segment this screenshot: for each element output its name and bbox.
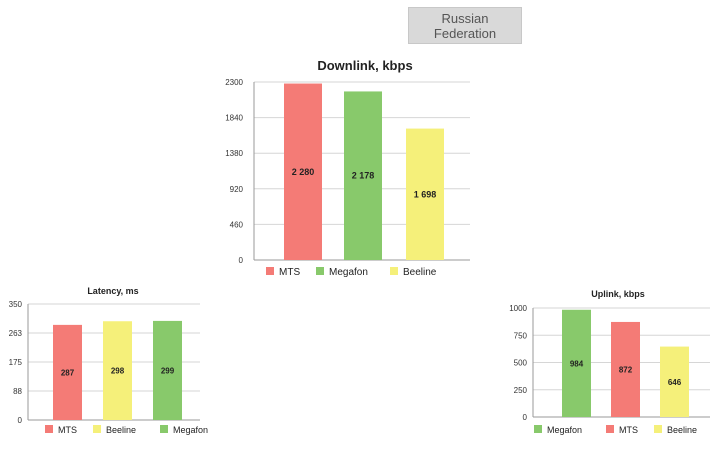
chart-title: Latency, ms [87,286,138,296]
bar-data-label: 1 698 [414,189,437,199]
legend-swatch [654,425,662,433]
y-tick-label: 350 [9,300,23,309]
region-label: Russian Federation [408,7,522,44]
bar-data-label: 2 280 [292,167,315,177]
legend-swatch [390,267,398,275]
y-tick-label: 750 [514,331,528,340]
y-tick-label: 1000 [509,304,527,313]
bar-data-label: 646 [668,378,682,387]
y-tick-label: 2300 [225,78,243,87]
y-tick-label: 1840 [225,114,243,123]
y-tick-label: 250 [514,386,528,395]
legend-swatch [45,425,53,433]
region-label-line2: Federation [433,25,497,41]
chart-title: Downlink, kbps [317,58,412,73]
legend-label: MTS [279,267,300,278]
y-tick-label: 920 [230,185,244,194]
bar-data-label: 287 [61,368,75,377]
y-tick-label: 88 [13,387,22,396]
legend-swatch [93,425,101,433]
bar [562,309,591,417]
bar [611,321,640,417]
legend-label: MTS [58,425,77,435]
y-tick-label: 0 [523,413,528,422]
bar [660,346,689,417]
legend-swatch [606,425,614,433]
legend-label: Beeline [403,267,437,278]
legend-swatch [266,267,274,275]
legend-label: Megafon [329,267,368,278]
bar-data-label: 299 [161,366,175,375]
bar [344,91,382,260]
y-tick-label: 175 [9,358,23,367]
bar [103,321,132,420]
legend-swatch [316,267,324,275]
y-tick-label: 500 [514,359,528,368]
bar-data-label: 872 [619,365,633,374]
region-label-line1: Russian [441,10,489,26]
bar-data-label: 298 [111,367,125,376]
legend-swatch [534,425,542,433]
bar [406,128,444,260]
chart-title: Uplink, kbps [591,289,645,299]
y-tick-label: 1380 [225,149,243,158]
bar-data-label: 984 [570,359,584,368]
bar [53,324,82,420]
y-tick-label: 263 [9,329,23,338]
bar [153,320,182,420]
legend-swatch [160,425,168,433]
y-tick-label: 0 [239,256,244,265]
legend-label: Beeline [667,425,697,435]
bar [284,83,322,261]
legend-label: MTS [619,425,638,435]
y-tick-label: 460 [230,220,244,229]
y-tick-label: 0 [18,416,23,425]
bar-data-label: 2 178 [352,171,375,181]
legend-label: Megafon [173,425,208,435]
legend-label: Megafon [547,425,582,435]
legend-label: Beeline [106,425,136,435]
